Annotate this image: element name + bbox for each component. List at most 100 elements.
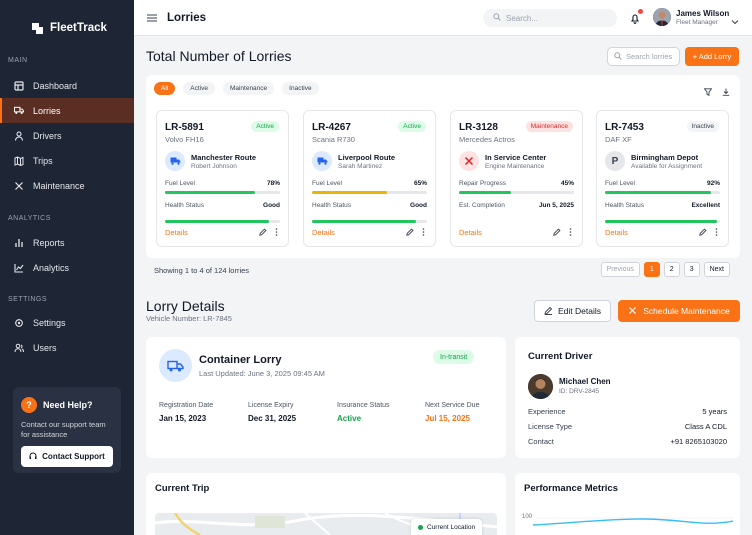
brand[interactable]: FleetTrack (0, 0, 134, 40)
status-badge: Inactive (686, 121, 719, 132)
search-icon (614, 51, 622, 62)
lorry-id: LR-3128 (459, 122, 498, 133)
metric-label: Health Status (165, 202, 205, 209)
driver-row: License Type Class A CDL (528, 422, 727, 431)
nav-section-settings: SETTINGS (8, 296, 48, 303)
download-icon[interactable] (722, 83, 730, 101)
truck-icon (165, 151, 185, 171)
lorry-card[interactable]: LR-4267 Scania R730 Active Liverpool Rou… (303, 110, 436, 247)
page-3-button[interactable]: 3 (683, 262, 700, 277)
current-trip-title: Current Trip (155, 483, 210, 494)
lorry-card[interactable]: LR-5891 Volvo FH16 Active Manchester Rou… (156, 110, 289, 247)
sidebar-item-label: Analytics (33, 262, 70, 273)
filter-icon[interactable] (703, 83, 713, 101)
bell-icon (630, 14, 640, 24)
search-input[interactable]: Search... (483, 9, 617, 27)
lorries-section-title: Total Number of Lorries (146, 48, 292, 64)
status-badge: Maintenance (525, 121, 573, 132)
sidebar-item-label: Drivers (33, 130, 62, 141)
details-link[interactable]: Details (605, 228, 628, 237)
status-badge: Active (251, 121, 279, 132)
details-link[interactable]: Details (165, 228, 188, 237)
stat-label: Next Service Due (425, 402, 480, 409)
lorry-id: LR-4267 (312, 122, 351, 133)
more-icon[interactable] (715, 228, 718, 238)
filter-active[interactable]: Active (183, 82, 215, 95)
edit-details-button[interactable]: Edit Details (534, 300, 611, 322)
parking-icon: P (605, 151, 625, 171)
edit-icon[interactable] (259, 228, 267, 238)
page-1-button[interactable]: 1 (643, 262, 660, 277)
sidebar-item-reports[interactable]: Reports (0, 230, 134, 255)
metric-row: Health Status Good (312, 202, 427, 209)
lorry-model: Volvo FH16 (165, 135, 204, 144)
contact-support-label: Contact Support (42, 452, 105, 461)
schedule-maintenance-label: Schedule Maintenance (643, 306, 730, 316)
details-link[interactable]: Details (312, 228, 335, 237)
line-chart-icon (14, 263, 24, 273)
page-2-button[interactable]: 2 (663, 262, 680, 277)
metric-value: Good (263, 202, 280, 209)
filter-inactive[interactable]: Inactive (282, 82, 319, 95)
logo-icon (32, 22, 43, 34)
contact-support-button[interactable]: Contact Support (21, 446, 113, 467)
edit-icon[interactable] (699, 228, 707, 238)
avatar (528, 374, 553, 399)
page-title: Lorries (167, 11, 206, 24)
sidebar-item-settings[interactable]: Settings (0, 310, 134, 335)
performance-card: Performance Metrics 100 (515, 473, 740, 535)
help-title-row: ? Need Help? (21, 397, 113, 413)
previous-page-button[interactable]: Previous (600, 262, 640, 277)
driver-row: Experience 5 years (528, 407, 727, 416)
metric-row: Est. Completion Jun 5, 2025 (459, 202, 574, 209)
metric-bar (165, 220, 280, 223)
metric-value: 65% (413, 180, 427, 187)
more-icon[interactable] (422, 228, 425, 238)
trip-map[interactable]: Current Location (155, 513, 497, 535)
stat-value: Jul 15, 2025 (425, 414, 470, 423)
lorry-model: Mercedes Actros (459, 135, 515, 144)
sidebar-item-drivers[interactable]: Drivers (0, 123, 134, 148)
metric-bar (605, 191, 720, 194)
stat-label: License Expiry (248, 402, 294, 409)
brand-name: FleetTrack (50, 22, 107, 34)
edit-details-label: Edit Details (558, 306, 601, 316)
lorry-sub: Engine Maintenance (485, 163, 545, 170)
filter-all[interactable]: All (154, 82, 176, 95)
sidebar-item-lorries[interactable]: Lorries (0, 98, 134, 123)
chevron-down-icon[interactable] (731, 13, 739, 25)
metric-label: Fuel Level (165, 180, 195, 187)
sidebar-item-label: Reports (33, 237, 65, 248)
help-title: Need Help? (43, 400, 93, 410)
nav-section-analytics: ANALYTICS (8, 215, 51, 222)
filter-maintenance[interactable]: Maintenance (222, 82, 275, 95)
map-location-label: Current Location (411, 519, 483, 535)
menu-icon[interactable] (147, 9, 157, 27)
sidebar-item-trips[interactable]: Trips (0, 148, 134, 173)
more-icon[interactable] (275, 228, 278, 238)
lorry-card[interactable]: LR-3128 Mercedes Actros Maintenance In S… (450, 110, 583, 247)
sidebar-item-label: Settings (33, 317, 66, 328)
next-page-button[interactable]: Next (703, 262, 730, 277)
lorry-card[interactable]: LR-7453 DAF XF Inactive P Birmingham Dep… (596, 110, 729, 247)
edit-icon[interactable] (406, 228, 414, 238)
tools-icon (628, 306, 637, 317)
sidebar-item-users[interactable]: Users (0, 335, 134, 360)
avatar[interactable] (653, 8, 671, 26)
more-icon[interactable] (569, 228, 572, 238)
sidebar-item-label: Users (33, 342, 57, 353)
edit-icon[interactable] (553, 228, 561, 238)
add-lorry-button[interactable]: + Add Lorry (685, 47, 739, 66)
status-badge: Active (398, 121, 426, 132)
search-lorries-input[interactable]: Search lorries (607, 47, 680, 66)
details-link[interactable]: Details (459, 228, 482, 237)
sidebar-item-dashboard[interactable]: Dashboard (0, 73, 134, 98)
sidebar-item-maintenance[interactable]: Maintenance (0, 173, 134, 198)
user-role: Fleet Manager (676, 19, 718, 26)
truck-avatar (159, 349, 192, 382)
sidebar-item-analytics[interactable]: Analytics (0, 255, 134, 280)
sidebar-item-label: Lorries (33, 105, 61, 116)
metric-value: 78% (266, 180, 280, 187)
schedule-maintenance-button[interactable]: Schedule Maintenance (618, 300, 740, 322)
notification-button[interactable] (626, 9, 644, 27)
